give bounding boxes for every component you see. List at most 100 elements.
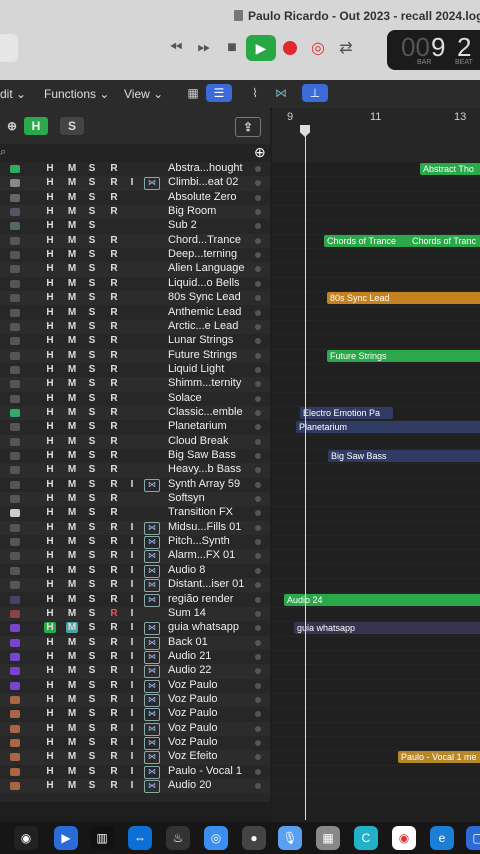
record-enable-button[interactable]: R (110, 493, 118, 505)
region[interactable]: Audio 24 (284, 593, 480, 606)
flex-button[interactable]: ⋈ (275, 86, 287, 100)
track-name[interactable]: Anthemic Lead (168, 305, 242, 318)
record-enable-button[interactable]: R (110, 406, 118, 418)
region[interactable]: 80s Sync Lead (327, 292, 480, 305)
track-row[interactable]: H M S R Alien Language (0, 262, 270, 277)
hide-button[interactable]: H (46, 263, 54, 275)
track-name[interactable]: Liquid Light (168, 362, 225, 375)
track-name[interactable]: Audio 8 (168, 563, 206, 576)
track-row[interactable]: H M S R I ⋈ Voz Paulo (0, 736, 270, 750)
teamviewer-icon[interactable]: ⇔ (128, 826, 152, 850)
flex-toggle-icon[interactable]: ⋈ (144, 737, 160, 750)
region[interactable]: Abstract Tho (420, 163, 480, 175)
solo-button[interactable]: S (88, 722, 96, 734)
hide-button[interactable]: H (46, 593, 54, 605)
track-name[interactable]: Future Strings (168, 348, 238, 361)
flex-toggle-icon[interactable]: ⋈ (144, 780, 160, 794)
hide-button[interactable]: H (46, 335, 54, 347)
hide-button[interactable]: H (46, 363, 54, 375)
track-name[interactable]: Distant...iser 01 (168, 578, 245, 591)
mute-button[interactable]: M (67, 536, 77, 548)
record-enable-button[interactable]: R (110, 780, 118, 792)
solo-button[interactable]: S (88, 478, 96, 490)
hide-button[interactable]: H (46, 579, 54, 591)
mute-button[interactable]: M (67, 163, 77, 174)
flex-toggle-icon[interactable]: ⋈ (144, 765, 160, 779)
track-name[interactable]: região render (168, 592, 234, 605)
mute-button[interactable]: M (67, 234, 77, 246)
solo-button[interactable]: S (88, 349, 96, 361)
hide-button[interactable]: H (46, 722, 54, 734)
mute-button[interactable]: M (67, 579, 77, 591)
flex-toggle-icon[interactable]: ⋈ (144, 564, 160, 578)
solo-button[interactable]: S (88, 521, 96, 533)
solo-button[interactable]: S (88, 665, 96, 677)
solo-button[interactable]: S (88, 564, 96, 576)
mute-button[interactable]: M (67, 292, 77, 304)
record-enable-button[interactable]: R (110, 249, 118, 261)
track-row[interactable]: H M S R I ⋈ Voz Paulo (0, 679, 270, 693)
flex-toggle-icon[interactable]: ⋈ (144, 679, 160, 693)
export-icon[interactable]: ⇪ (235, 117, 261, 137)
input-monitor-button[interactable]: I (130, 780, 134, 792)
hide-button[interactable]: H (46, 780, 54, 792)
playhead-handle[interactable] (300, 125, 310, 137)
record-button[interactable] (276, 35, 304, 61)
track-name[interactable]: Audio 20 (168, 779, 212, 792)
flex-toggle-icon[interactable]: ⋈ (144, 550, 160, 564)
record-enable-button[interactable]: R (110, 507, 118, 519)
flex-toggle-icon[interactable]: ⋈ (144, 593, 160, 607)
input-monitor-button[interactable]: I (130, 665, 134, 677)
region[interactable]: Electro Emotion Pa (300, 406, 393, 419)
region[interactable]: guia whatsapp (294, 622, 480, 635)
canva-icon[interactable]: C (354, 826, 378, 850)
track-name[interactable]: Audio 22 (168, 664, 212, 677)
app-icon[interactable]: ● (242, 826, 266, 850)
automation-button[interactable]: ⌇ (252, 86, 258, 100)
track-name[interactable]: Softsyn (168, 492, 205, 505)
solo-button[interactable]: S (88, 737, 96, 748)
input-monitor-button[interactable]: I (130, 650, 134, 662)
record-enable-button[interactable]: R (110, 765, 118, 777)
hide-button[interactable]: H (46, 421, 54, 433)
track-name[interactable]: 80s Sync Lead (168, 291, 241, 304)
mute-button[interactable]: M (67, 450, 77, 461)
input-monitor-button[interactable]: I (130, 751, 134, 763)
mute-button[interactable]: M (67, 780, 77, 792)
timeline-ruler[interactable]: 9 11 13 (272, 108, 480, 163)
track-row[interactable]: H M S R I ⋈ Synth Array 59 (0, 478, 270, 492)
track-row[interactable]: H M S R Future Strings (0, 348, 270, 363)
hide-button[interactable]: H (46, 478, 54, 490)
track-name[interactable]: Audio 21 (168, 649, 212, 662)
mute-button[interactable]: M (67, 406, 77, 418)
track-row[interactable]: H M S R I ⋈ Paulo - Vocal 1 (0, 765, 270, 779)
track-row[interactable]: H M S R Planetarium (0, 420, 270, 434)
solo-button[interactable]: S (88, 780, 96, 792)
hide-button[interactable]: H (46, 693, 54, 705)
input-monitor-button[interactable]: I (130, 550, 134, 562)
flex-toggle-icon[interactable]: ⋈ (144, 636, 160, 650)
track-row[interactable]: H M S R I ⋈ Voz Paulo (0, 707, 270, 722)
menu-view[interactable]: View ⌄ (124, 87, 164, 101)
solo-button[interactable]: S (88, 607, 96, 619)
track-name[interactable]: Big Room (168, 205, 217, 218)
record-enable-button[interactable]: R (110, 722, 118, 734)
hide-button[interactable]: H (46, 378, 54, 390)
mute-button[interactable]: M (67, 249, 77, 261)
mute-button[interactable]: M (67, 177, 77, 189)
solo-button[interactable]: S (88, 292, 96, 304)
track-name[interactable]: Voz Paulo (168, 692, 218, 705)
mute-button[interactable]: M (67, 507, 77, 519)
solo-button[interactable]: S (88, 277, 96, 289)
hide-button[interactable]: H (46, 206, 54, 218)
solo-button[interactable]: S (88, 335, 96, 347)
solo-button[interactable]: S (88, 421, 96, 433)
record-enable-button[interactable]: R (110, 191, 118, 203)
track-row[interactable]: H M S R I ⋈ Pitch...Synth (0, 535, 270, 550)
track-name[interactable]: Absolute Zero (168, 190, 237, 203)
hide-button[interactable]: H (46, 536, 54, 548)
hide-button[interactable]: H (46, 607, 54, 619)
track-row[interactable]: H M S R I Sum 14 (0, 606, 270, 622)
mute-button[interactable]: M (67, 665, 77, 677)
region[interactable]: Paulo - Vocal 1 me (398, 751, 480, 764)
